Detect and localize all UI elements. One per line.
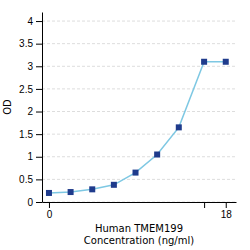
y-tick: 0.5 (19, 174, 42, 185)
y-tick: 0 (27, 197, 42, 208)
grid-line (42, 134, 236, 135)
x-axis: 0 18 (43, 202, 237, 220)
y-tick-mark (36, 89, 42, 90)
x-tick-mark (49, 202, 50, 208)
x-tick: 0 (47, 202, 53, 220)
grid-line (42, 21, 236, 22)
x-axis-title-line: Human TMEM199 (95, 223, 183, 234)
grid-line (42, 179, 236, 180)
x-tick-label: 18 (221, 209, 233, 220)
marker (154, 152, 160, 158)
y-tick: 3.5 (19, 38, 42, 49)
y-tick-label: 2 (27, 106, 33, 117)
marker (46, 190, 52, 196)
y-tick-mark (36, 179, 42, 180)
grid-line (42, 66, 236, 67)
y-tick: 2 (27, 106, 42, 117)
y-tick: 1.5 (19, 129, 42, 140)
line (49, 62, 226, 193)
grid-line (42, 202, 236, 203)
x-tick-mark (226, 202, 227, 208)
y-tick-label: 0 (27, 197, 33, 208)
y-tick-label: 1 (27, 151, 33, 162)
y-tick-label: 4 (27, 16, 33, 27)
x-axis-line (43, 202, 237, 203)
y-axis: 0 0.5 1 1.5 2 2.5 3 3.5 4 (19, 13, 42, 208)
y-tick: 3 (27, 61, 42, 72)
y-tick-label: 0.5 (19, 174, 33, 185)
y-tick-mark (36, 21, 42, 22)
y-tick-mark (36, 66, 42, 67)
marker (223, 59, 229, 65)
x-tick: 18 (221, 202, 233, 220)
y-tick-mark (36, 112, 42, 113)
y-tick: 1 (27, 151, 42, 162)
y-tick-mark (36, 157, 42, 158)
y-tick: 2.5 (19, 84, 42, 95)
y-tick-label: 2.5 (19, 84, 33, 95)
marker (176, 124, 182, 130)
marker (68, 189, 74, 195)
y-tick-label: 1.5 (19, 129, 33, 140)
y-tick: 4 (27, 16, 42, 27)
chart: 0 18 0 0.5 1 1.5 2 2.5 3 3.5 4 Human TMEM199Concent… (0, 0, 250, 250)
x-axis-title-line: Concentration (ng/ml) (84, 235, 194, 246)
y-tick-mark (36, 44, 42, 45)
x-tick-label: 0 (47, 209, 53, 220)
x-axis-title: Human TMEM199Concentration (ng/ml) (84, 223, 194, 246)
grid-line (42, 88, 236, 89)
marker (201, 59, 207, 65)
y-tick-mark (36, 134, 42, 135)
plot-area: 0 18 0 0.5 1 1.5 2 2.5 3 3.5 4 (19, 13, 236, 221)
y-axis-line (42, 13, 43, 203)
x-tick (204, 202, 205, 208)
x-tick-mark (204, 202, 205, 208)
marker (89, 186, 95, 192)
grid-line (42, 111, 236, 112)
marker (133, 170, 139, 176)
marks (46, 59, 229, 196)
grid-line (42, 43, 236, 44)
y-axis-title: OD (2, 99, 13, 115)
y-tick-label: 3 (27, 61, 33, 72)
grid (42, 21, 236, 202)
y-tick-label: 3.5 (19, 38, 33, 49)
marker (111, 182, 117, 188)
y-tick-mark (36, 202, 42, 203)
grid-line (42, 156, 236, 157)
